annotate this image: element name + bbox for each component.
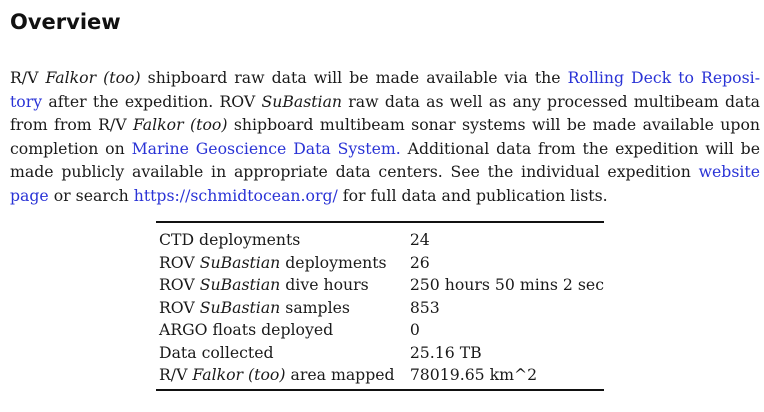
website-link[interactable]: website xyxy=(698,162,760,182)
text-run: for full data and publication lists. xyxy=(337,185,608,205)
label-text: dive hours xyxy=(280,275,369,294)
stat-value: 25.16 TB xyxy=(409,342,482,362)
stat-value: 853 xyxy=(409,297,440,317)
stat-label: ROV SuBastian samples xyxy=(156,297,410,320)
label-italic: SuBastian xyxy=(199,252,281,272)
stat-value: 250 hours 50 mins 2 sec xyxy=(409,275,604,294)
marine-geoscience-link[interactable]: Marine Geoscience Data System. xyxy=(131,138,401,158)
paragraph-line: made publicly available in appropriate d… xyxy=(10,160,760,184)
text-run: shipboard multibeam sonar systems will b… xyxy=(227,115,760,135)
stat-label: ARGO floats deployed xyxy=(156,319,410,342)
text-run: made publicly available in appropriate d… xyxy=(10,162,699,182)
vessel-name: Falkor (too) xyxy=(45,68,141,87)
label-italic: SuBastian xyxy=(199,297,281,317)
paragraph-line: page or search https://schmidtocean.org/… xyxy=(10,184,760,208)
stat-label: Data collected xyxy=(156,342,410,365)
rolling-deck-link[interactable]: Rolling Deck to Reposi- xyxy=(567,68,761,87)
table-row: ROV SuBastian dive hours 250 hours 50 mi… xyxy=(156,274,604,297)
table-row: ROV SuBastian deployments 26 xyxy=(156,252,604,275)
label-text: ROV xyxy=(159,275,200,294)
label-text: area mapped xyxy=(285,365,395,384)
stat-value: 26 xyxy=(409,252,430,272)
paragraph-line: R/V Falkor (too) shipboard raw data will… xyxy=(10,66,760,90)
table-row: R/V Falkor (too) area mapped 78019.65 km… xyxy=(156,364,604,387)
section-heading: Overview xyxy=(10,10,121,34)
text-run: R/V xyxy=(10,68,46,87)
table-row: CTD deployments 24 xyxy=(156,229,604,252)
stat-label: ROV SuBastian deployments xyxy=(156,252,410,275)
text-run: from from R/V xyxy=(10,115,133,135)
text-run: after the expedition. ROV xyxy=(42,91,262,111)
stat-value: 0 xyxy=(409,320,420,339)
table-row: ROV SuBastian samples 853 xyxy=(156,297,604,320)
text-run: shipboard raw data will be made availabl… xyxy=(140,68,568,87)
label-italic: SuBastian xyxy=(199,275,281,294)
stat-label: CTD deployments xyxy=(156,229,410,252)
label-text: deployments xyxy=(280,252,387,272)
label-text: ROV xyxy=(159,252,200,272)
overview-paragraph: R/V Falkor (too) shipboard raw data will… xyxy=(10,66,760,208)
website-page-link[interactable]: page xyxy=(10,185,49,205)
table-row: ARGO floats deployed 0 xyxy=(156,319,604,342)
label-text: ROV xyxy=(159,297,200,317)
text-run: or search xyxy=(48,185,134,205)
schmidtocean-link[interactable]: https://schmidtocean.org/ xyxy=(133,185,338,205)
rov-name: SuBastian xyxy=(261,91,343,111)
expedition-stats-table: CTD deployments 24 ROV SuBastian deploym… xyxy=(156,221,604,391)
paragraph-line: tory after the expedition. ROV SuBastian… xyxy=(10,90,760,114)
stat-value: 78019.65 km^2 xyxy=(409,365,538,384)
label-italic: Falkor (too) xyxy=(192,365,286,384)
label-text: R/V xyxy=(159,365,193,384)
vessel-name: Falkor (too) xyxy=(132,115,228,135)
paragraph-line: completion on Marine Geoscience Data Sys… xyxy=(10,137,760,161)
stat-value: 24 xyxy=(409,230,430,249)
stat-label: ROV SuBastian dive hours xyxy=(156,274,410,297)
paragraph-line: from from R/V Falkor (too) shipboard mul… xyxy=(10,113,760,137)
label-text: CTD deployments xyxy=(159,230,301,249)
table-row: Data collected 25.16 TB xyxy=(156,342,604,365)
rolling-deck-link-continued[interactable]: tory xyxy=(10,91,43,111)
text-run: completion on xyxy=(10,138,132,158)
label-text: Data collected xyxy=(159,342,274,362)
text-run: raw data as well as any processed multib… xyxy=(342,91,760,111)
stat-label: R/V Falkor (too) area mapped xyxy=(156,364,410,387)
text-run: Additional data from the expedition will… xyxy=(400,138,760,158)
label-text: samples xyxy=(280,297,350,317)
label-text: ARGO floats deployed xyxy=(159,320,334,339)
